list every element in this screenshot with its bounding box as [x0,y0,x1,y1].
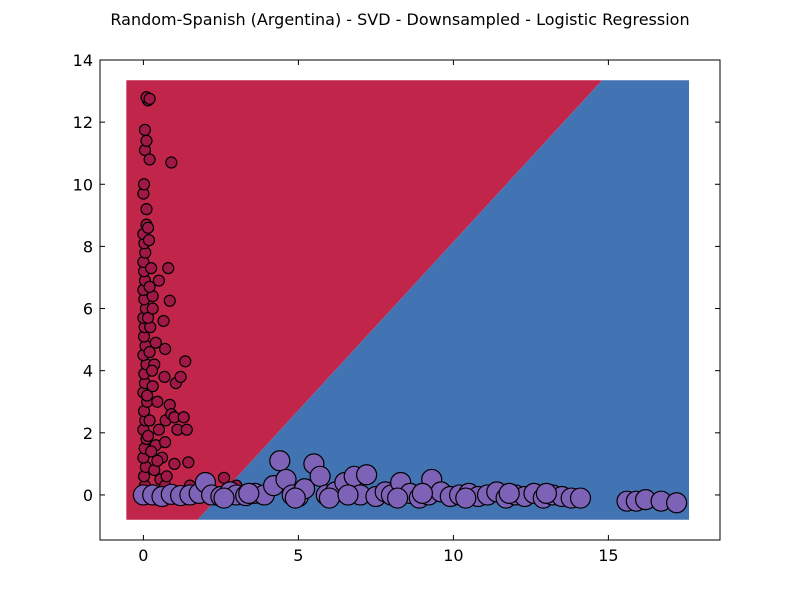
data-point-class-2 [284,487,306,509]
data-point-class-2 [269,450,291,472]
data-point-class-1 [159,436,172,449]
data-point-class-1 [138,123,152,137]
data-point-class-1 [177,411,190,424]
data-point-class-2 [238,482,260,504]
data-point-class-1 [142,234,156,247]
x-tick-label: 0 [138,546,148,565]
data-point-class-1 [145,262,158,275]
y-tick-label: 14 [73,51,93,70]
y-tick-label: 4 [83,362,93,381]
x-tick-label: 10 [443,546,463,565]
chart-title: Random-Spanish (Argentina) - SVD - Downs… [110,10,689,29]
data-point-class-1 [151,395,164,408]
data-point-class-1 [143,345,156,359]
data-point-class-1 [162,262,175,275]
y-tick-label: 2 [83,424,93,443]
data-point-class-1 [143,414,156,427]
data-point-class-1 [146,380,159,393]
data-point-class-1 [174,370,187,383]
series-class-2 [132,450,688,514]
data-point-class-2 [455,487,477,509]
data-point-class-1 [143,92,156,105]
data-point-class-1 [179,355,192,368]
x-axis: 0 5 10 15 [138,60,619,565]
decision-region-class-2 [197,80,689,520]
data-point-class-1 [152,274,165,287]
y-tick-label: 10 [73,175,93,194]
data-point-class-1 [141,221,155,234]
data-point-class-1 [159,342,172,356]
data-point-class-2 [309,465,331,487]
data-point-class-2 [387,487,409,509]
y-axis: 0 2 4 6 8 10 12 14 [73,51,720,505]
data-point-class-2 [356,464,378,486]
y-tick-label: 6 [83,300,93,319]
data-point-class-2 [535,482,558,504]
data-point-class-1 [149,336,162,349]
data-point-class-1 [140,203,153,216]
data-point-class-1 [152,423,165,436]
data-point-class-2 [569,487,592,509]
data-point-class-1 [157,314,170,328]
y-tick-label: 12 [73,113,93,132]
data-point-class-2 [665,492,688,514]
data-point-class-1 [137,178,151,191]
x-tick-label: 5 [293,546,303,565]
data-point-class-1 [168,457,181,470]
x-tick-label: 15 [598,546,618,565]
data-point-class-1 [140,134,153,147]
data-point-class-1 [160,470,173,483]
axes-frame [99,59,721,541]
data-point-class-2 [337,484,359,506]
data-point-class-1 [145,445,158,458]
data-point-class-1 [165,156,178,169]
data-point-class-2 [498,482,520,504]
data-point-class-1 [143,153,156,166]
data-point-class-1 [143,280,156,293]
data-point-class-1 [141,389,154,402]
data-point-class-1 [180,423,193,436]
data-point-class-1 [182,456,195,469]
plot-area [99,59,721,541]
data-point-class-1 [163,294,176,307]
y-tick-label: 8 [83,237,93,256]
y-tick-label: 0 [83,486,93,505]
decision-region-class-1 [126,80,603,520]
data-point-class-2 [318,487,340,509]
data-point-class-1 [158,370,171,383]
data-point-class-1 [145,364,159,377]
data-point-class-1 [141,429,155,443]
data-point-class-1 [151,454,164,467]
data-point-class-2 [411,482,433,504]
data-point-class-1 [146,302,159,315]
data-point-class-2 [213,487,235,509]
